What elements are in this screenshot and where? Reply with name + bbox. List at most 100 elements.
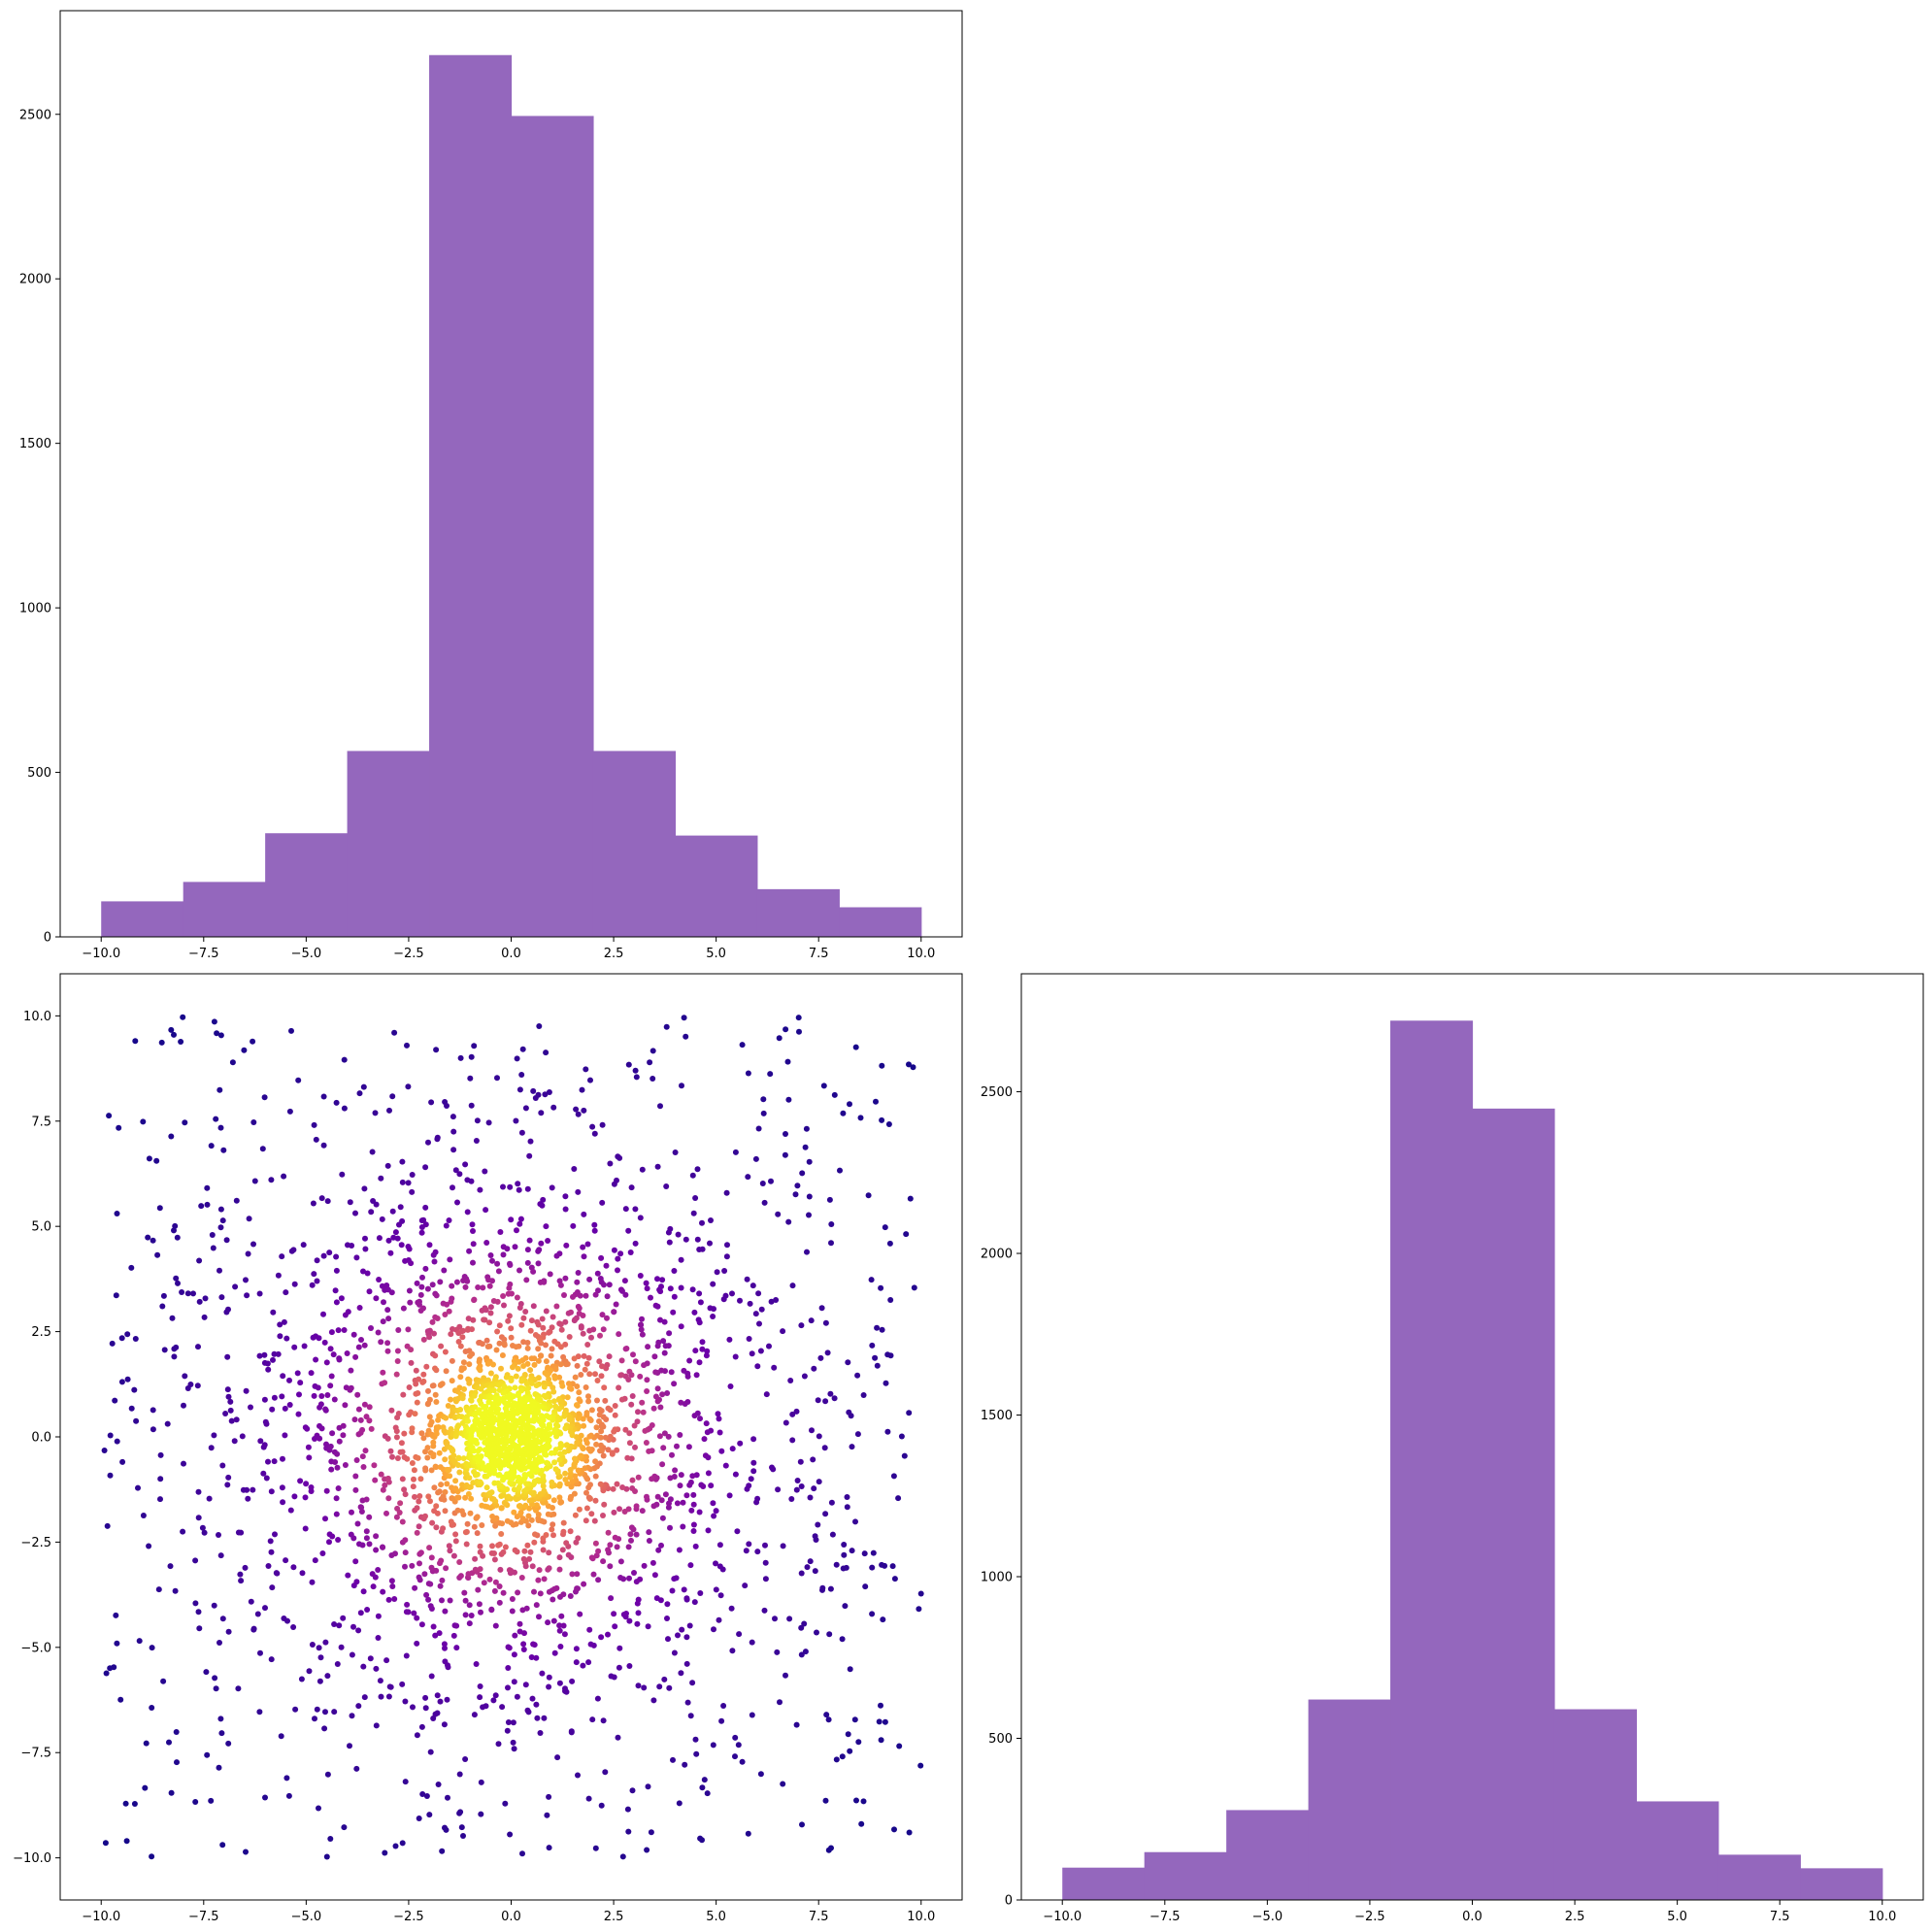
scatter-point xyxy=(341,1105,348,1112)
scatter-point xyxy=(320,1142,327,1149)
scatter-point xyxy=(763,1391,770,1398)
histogram-bar xyxy=(1062,1867,1146,1900)
scatter-point xyxy=(532,1531,538,1538)
scatter-point xyxy=(735,1742,742,1749)
scatter-point xyxy=(635,1682,642,1689)
scatter-point xyxy=(726,1336,733,1343)
scatter-point xyxy=(663,1183,670,1189)
scatter-point xyxy=(578,1324,584,1331)
scatter-point xyxy=(819,1584,826,1591)
scatter-point xyxy=(587,1641,594,1648)
scatter-point xyxy=(442,1488,449,1495)
scatter-point xyxy=(225,1628,232,1635)
scatter-point xyxy=(546,1549,552,1556)
scatter-point xyxy=(447,1548,453,1554)
scatter-point xyxy=(217,1206,224,1213)
scatter-point xyxy=(674,1500,681,1507)
scatter-point xyxy=(101,1448,108,1453)
scatter-point xyxy=(114,1438,120,1445)
histogram-bar xyxy=(1800,1868,1883,1900)
scatter-point xyxy=(406,1287,413,1294)
scatter-point xyxy=(577,1611,583,1617)
scatter-point xyxy=(671,1381,678,1387)
scatter-point xyxy=(732,1734,739,1741)
scatter-point xyxy=(602,1769,609,1776)
scatter-point xyxy=(283,1557,289,1564)
scatter-point xyxy=(452,1538,459,1545)
scatter-point xyxy=(639,1316,645,1322)
scatter-point xyxy=(514,1227,519,1234)
scatter-point xyxy=(844,1504,850,1511)
scatter-point xyxy=(610,1485,616,1492)
scatter-point xyxy=(477,1683,483,1689)
scatter-point xyxy=(590,1571,597,1578)
scatter-point xyxy=(168,1133,175,1140)
scatter-point xyxy=(539,1202,546,1209)
scatter-point xyxy=(417,1476,424,1482)
scatter-point xyxy=(828,1845,834,1851)
scatter-point xyxy=(776,1035,783,1042)
scatter-point xyxy=(659,1461,666,1468)
scatter-point xyxy=(439,1597,445,1604)
scatter-point xyxy=(500,1293,507,1299)
scatter-point xyxy=(216,1532,221,1538)
scatter-point xyxy=(633,1503,640,1510)
scatter-point xyxy=(703,1420,710,1427)
scatter-point xyxy=(225,1474,232,1481)
scatter-point xyxy=(275,1350,282,1357)
scatter-point xyxy=(553,1303,560,1310)
scatter-point xyxy=(347,1199,353,1206)
scatter-point xyxy=(233,1197,240,1204)
scatter-point xyxy=(392,1229,399,1236)
scatter-point xyxy=(799,1170,806,1177)
scatter-point xyxy=(487,1304,494,1311)
scatter-point xyxy=(470,1241,477,1248)
scatter-point xyxy=(611,1247,617,1253)
scatter-point xyxy=(455,1454,462,1461)
scatter-point xyxy=(467,1352,473,1359)
scatter-point xyxy=(244,1292,250,1299)
scatter-point xyxy=(312,1557,318,1564)
scatter-point xyxy=(500,1549,507,1555)
scatter-point xyxy=(296,1391,302,1398)
scatter-point xyxy=(490,1361,496,1368)
scatter-point xyxy=(466,1248,473,1254)
scatter-point xyxy=(424,1445,431,1451)
scatter-point xyxy=(592,1473,599,1480)
scatter-point xyxy=(261,1442,268,1449)
y-tick-label: −2.5 xyxy=(20,1536,51,1550)
scatter-point xyxy=(416,1301,422,1308)
x-tick-label: −2.5 xyxy=(393,1910,424,1924)
scatter-point xyxy=(155,1586,162,1593)
scatter-point xyxy=(626,1440,633,1447)
scatter-point xyxy=(566,1334,573,1340)
scatter-point xyxy=(524,1340,531,1346)
scatter-point xyxy=(650,1048,656,1054)
scatter-point xyxy=(195,1609,202,1616)
scatter-point xyxy=(569,1678,576,1684)
scatter-point xyxy=(444,1481,450,1487)
scatter-point xyxy=(104,1522,111,1529)
scatter-point xyxy=(874,1324,881,1331)
scatter-point xyxy=(336,1622,343,1629)
scatter-point xyxy=(250,1486,256,1493)
scatter-point xyxy=(789,1282,796,1289)
scatter-point xyxy=(118,1335,125,1342)
scatter-point xyxy=(596,1406,603,1413)
scatter-point xyxy=(456,1559,463,1565)
scatter-points xyxy=(101,1014,924,1860)
scatter-point xyxy=(589,1123,596,1130)
scatter-point xyxy=(615,1734,621,1741)
scatter-point xyxy=(496,1472,503,1478)
scatter-point xyxy=(690,1501,697,1508)
scatter-point xyxy=(497,1566,504,1573)
scatter-point xyxy=(507,1183,514,1190)
y-tick-label: 0.0 xyxy=(31,1431,51,1446)
scatter-point xyxy=(314,1257,320,1264)
scatter-point xyxy=(345,1309,351,1316)
scatter-point xyxy=(760,1110,767,1116)
scatter-point xyxy=(488,1489,495,1496)
scatter-point xyxy=(617,1372,624,1379)
scatter-point xyxy=(588,1334,594,1341)
scatter-point xyxy=(507,1480,514,1486)
